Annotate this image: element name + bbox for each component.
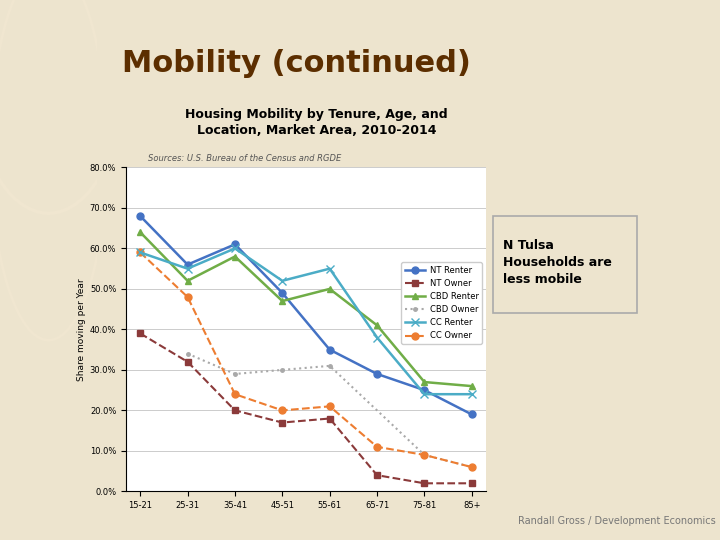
Text: Housing Mobility by Tenure, Age, and
Location, Market Area, 2010-2014: Housing Mobility by Tenure, Age, and Loc… (186, 108, 448, 137)
CBD Renter (420, 379, 428, 386)
CBD Owner (184, 350, 192, 357)
CC Renter (373, 334, 382, 341)
CC Renter (325, 265, 334, 272)
CC Renter (278, 278, 287, 284)
CBD Renter (373, 322, 382, 328)
CC Renter (467, 391, 476, 397)
CBD Renter (467, 383, 476, 389)
NT Renter (278, 290, 287, 296)
NT Renter (230, 241, 239, 247)
Legend: NT Renter, NT Owner, CBD Renter, CBD Owner, CC Renter, CC Owner: NT Renter, NT Owner, CBD Renter, CBD Own… (401, 262, 482, 344)
Text: Randall Gross / Development Economics: Randall Gross / Development Economics (518, 516, 716, 526)
CC Renter (230, 245, 239, 252)
NT Renter (184, 261, 192, 268)
Line: NT Renter: NT Renter (137, 213, 475, 418)
CBD Owner (278, 367, 287, 373)
Line: NT Owner: NT Owner (137, 330, 475, 487)
CBD Renter (136, 229, 145, 235)
NT Owner (278, 419, 287, 426)
Line: CBD Renter: CBD Renter (137, 229, 475, 389)
CC Renter (420, 391, 428, 397)
NT Owner (373, 472, 382, 478)
Line: CBD Owner: CBD Owner (184, 350, 475, 470)
CC Owner (373, 444, 382, 450)
Text: N Tulsa
Households are
less mobile: N Tulsa Households are less mobile (503, 239, 612, 286)
Line: CC Owner: CC Owner (137, 249, 475, 470)
NT Renter (467, 411, 476, 418)
NT Owner (325, 415, 334, 422)
CC Owner (278, 407, 287, 414)
CC Owner (467, 464, 476, 470)
NT Renter (136, 213, 145, 219)
NT Owner (467, 480, 476, 487)
CBD Renter (325, 286, 334, 292)
CC Owner (325, 403, 334, 410)
CBD Renter (230, 253, 239, 260)
NT Renter (325, 347, 334, 353)
CBD Owner (467, 464, 476, 470)
CBD Renter (184, 278, 192, 284)
CC Owner (184, 294, 192, 300)
CC Renter (184, 265, 192, 272)
NT Renter (373, 370, 382, 377)
Y-axis label: Share moving per Year: Share moving per Year (76, 278, 86, 381)
NT Owner (420, 480, 428, 487)
CC Owner (136, 249, 145, 256)
CBD Owner (420, 451, 428, 458)
CC Owner (230, 391, 239, 397)
CBD Owner (230, 370, 239, 377)
Text: Sources: U.S. Bureau of the Census and RGDE: Sources: U.S. Bureau of the Census and R… (148, 154, 341, 163)
NT Owner (136, 330, 145, 337)
Text: Mobility (continued): Mobility (continued) (122, 49, 472, 78)
NT Renter (420, 387, 428, 393)
CC Owner (420, 451, 428, 458)
NT Owner (230, 407, 239, 414)
Line: CC Renter: CC Renter (136, 244, 476, 399)
CBD Renter (278, 298, 287, 305)
NT Owner (184, 359, 192, 365)
CBD Owner (325, 363, 334, 369)
CC Renter (136, 249, 145, 256)
